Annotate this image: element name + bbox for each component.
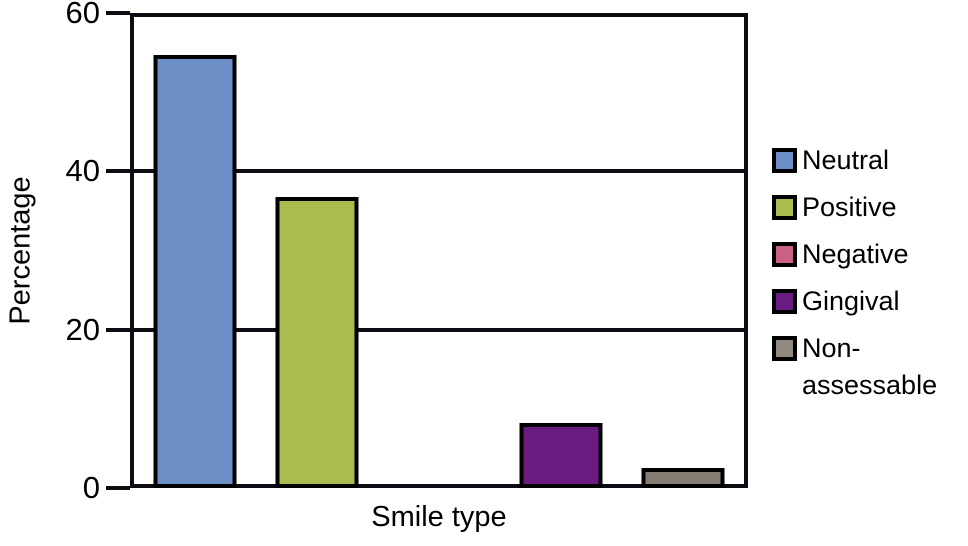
gridline-20 <box>134 327 744 332</box>
legend-swatch-neutral <box>772 148 797 173</box>
legend-item-negative: Negative <box>772 236 968 273</box>
legend-label-positive: Positive <box>802 192 897 222</box>
bar-non-assessable <box>641 468 725 488</box>
bar-neutral <box>153 55 237 488</box>
legend-label-neutral: Neutral <box>802 145 890 175</box>
y-tick-label-60: 60 <box>65 0 100 30</box>
y-axis-title-wrap: Percentage <box>0 13 42 488</box>
legend-swatch-gingival <box>772 289 797 314</box>
legend-item-positive: Positive <box>772 189 968 226</box>
legend-label-non-assessable: Non-assessable <box>802 333 938 400</box>
legend-item-gingival: Gingival <box>772 283 968 320</box>
legend-swatch-non-assessable <box>772 336 797 361</box>
y-tick-label-0: 0 <box>82 470 100 505</box>
bar-gingival <box>519 423 603 488</box>
legend-label-gingival: Gingival <box>802 286 900 316</box>
legend-item-non-assessable: Non-assessable <box>772 330 968 404</box>
legend-swatch-positive <box>772 195 797 220</box>
bar-positive <box>275 197 359 488</box>
x-axis-title: Smile type <box>371 501 507 533</box>
legend: Neutral Positive Negative Gingival Non-asses… <box>772 142 968 414</box>
y-tick-60 <box>106 11 130 15</box>
y-tick-40 <box>106 169 130 174</box>
y-tick-0 <box>106 486 130 490</box>
plot-area <box>130 13 748 488</box>
y-tick-label-40: 40 <box>65 153 100 189</box>
legend-item-neutral: Neutral <box>772 142 968 179</box>
y-axis-title: Percentage <box>4 176 37 325</box>
y-tick-20 <box>106 327 130 332</box>
gridline-40 <box>134 169 744 174</box>
legend-swatch-negative <box>772 242 797 267</box>
y-tick-label-20: 20 <box>65 311 100 347</box>
legend-label-negative: Negative <box>802 239 909 269</box>
